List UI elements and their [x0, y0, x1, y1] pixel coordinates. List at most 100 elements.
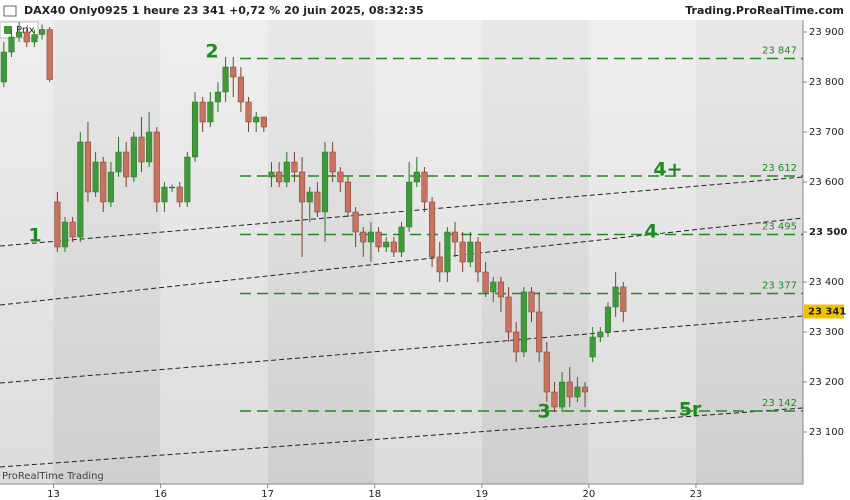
candle-body: [597, 331, 604, 338]
candle-body: [497, 281, 504, 298]
annotation: 1: [28, 225, 41, 247]
candle-body: [604, 306, 612, 333]
candle-body: [589, 336, 596, 358]
candle-body: [230, 66, 237, 78]
icon: [3, 5, 17, 17]
candle-body: [306, 191, 313, 203]
candle-body: [276, 171, 283, 183]
y-tick-label: 23 900: [809, 27, 844, 38]
candle-body: [253, 116, 260, 123]
annotation: 3: [537, 401, 550, 423]
candle-body: [237, 76, 244, 103]
candle-body: [429, 201, 436, 258]
candle-body: [16, 31, 23, 38]
candle-body: [245, 101, 252, 123]
candle-body: [222, 66, 229, 93]
last-price-box: [804, 304, 844, 319]
candle-body: [559, 381, 566, 408]
candle-body: [513, 331, 520, 353]
candle-body: [566, 381, 573, 398]
level-label: 23 612: [762, 163, 797, 174]
last-price-label: 23 341: [808, 307, 846, 318]
candle-body: [123, 151, 130, 178]
level-label: 23 142: [762, 398, 797, 409]
candle-body: [184, 156, 191, 203]
level-label: 23 495: [762, 222, 797, 233]
candle-body: [84, 141, 91, 193]
candle-body: [398, 226, 405, 253]
level-label: 23 377: [762, 281, 797, 292]
candle-body: [536, 311, 543, 353]
candle-body: [92, 161, 99, 193]
candle-body: [459, 241, 466, 263]
trendline: [0, 176, 804, 247]
candle-body: [329, 151, 336, 173]
candle-body: [31, 34, 38, 43]
candle-body: [375, 231, 382, 248]
axis-panel: [803, 0, 850, 500]
annotation: 2: [205, 41, 218, 63]
candle-body: [444, 231, 451, 273]
trendline: [0, 407, 804, 468]
candle-body: [299, 171, 306, 203]
y-tick-label: 23 400: [809, 277, 844, 288]
x-tick-label: 18: [368, 489, 381, 500]
candle-body: [490, 281, 497, 293]
annotation: 4+: [653, 159, 682, 181]
candle-body: [69, 221, 76, 238]
candle-body: [406, 181, 413, 228]
candle-body: [107, 171, 114, 203]
candle-body: [367, 231, 374, 243]
candle-body: [413, 171, 420, 183]
candle-body: [39, 29, 46, 35]
candle-body: [199, 101, 206, 123]
candle-body: [61, 221, 69, 248]
annotation: 5r: [679, 399, 702, 421]
candle-body: [620, 286, 627, 312]
trendline: [0, 315, 804, 384]
candle-body: [421, 171, 428, 203]
candle-body: [390, 241, 397, 253]
chart-title: DAX40 Only0925 1 heure 23 341 +0,72 % 20…: [24, 4, 424, 17]
candle-body: [176, 186, 183, 203]
candle-body: [383, 241, 390, 248]
candle-body: [77, 141, 84, 238]
candle-body: [115, 151, 122, 173]
x-tick-label: 23: [690, 489, 703, 500]
candle-body: [474, 241, 482, 273]
header: [0, 0, 850, 20]
candle-body: [23, 31, 30, 43]
candle-body: [130, 136, 137, 178]
candle-body: [146, 131, 153, 163]
candle-body: [283, 161, 290, 183]
x-tick-label: 20: [582, 489, 595, 500]
candle-body: [291, 161, 298, 173]
legend-swatch: [4, 26, 12, 34]
candle-body: [551, 391, 558, 408]
candle-body: [169, 186, 176, 189]
y-tick-label: 23 800: [809, 77, 844, 88]
source: Trading.ProRealTime.com: [685, 4, 844, 17]
candle-body: [467, 241, 474, 263]
y-tick-label: 23 200: [809, 377, 844, 388]
candle-body: [451, 231, 459, 243]
candle-body: [360, 231, 367, 243]
y-tick-label: 23 100: [809, 427, 844, 438]
y-tick-label: 23 700: [809, 127, 844, 138]
candle-body: [574, 386, 581, 398]
legend-label: Prix: [16, 25, 35, 36]
candle-body: [153, 131, 160, 203]
candle-body: [543, 351, 550, 393]
candle-body: [8, 36, 15, 53]
candle-body: [207, 101, 214, 123]
candle-body: [321, 151, 329, 213]
candle-body: [100, 161, 107, 203]
candle-body: [482, 271, 489, 293]
candle-body: [138, 136, 145, 163]
x-tick-label: 19: [475, 489, 488, 500]
candle-body: [528, 291, 535, 313]
candle-body: [46, 29, 53, 80]
candle-body: [436, 256, 443, 273]
candle-body: [0, 51, 7, 83]
